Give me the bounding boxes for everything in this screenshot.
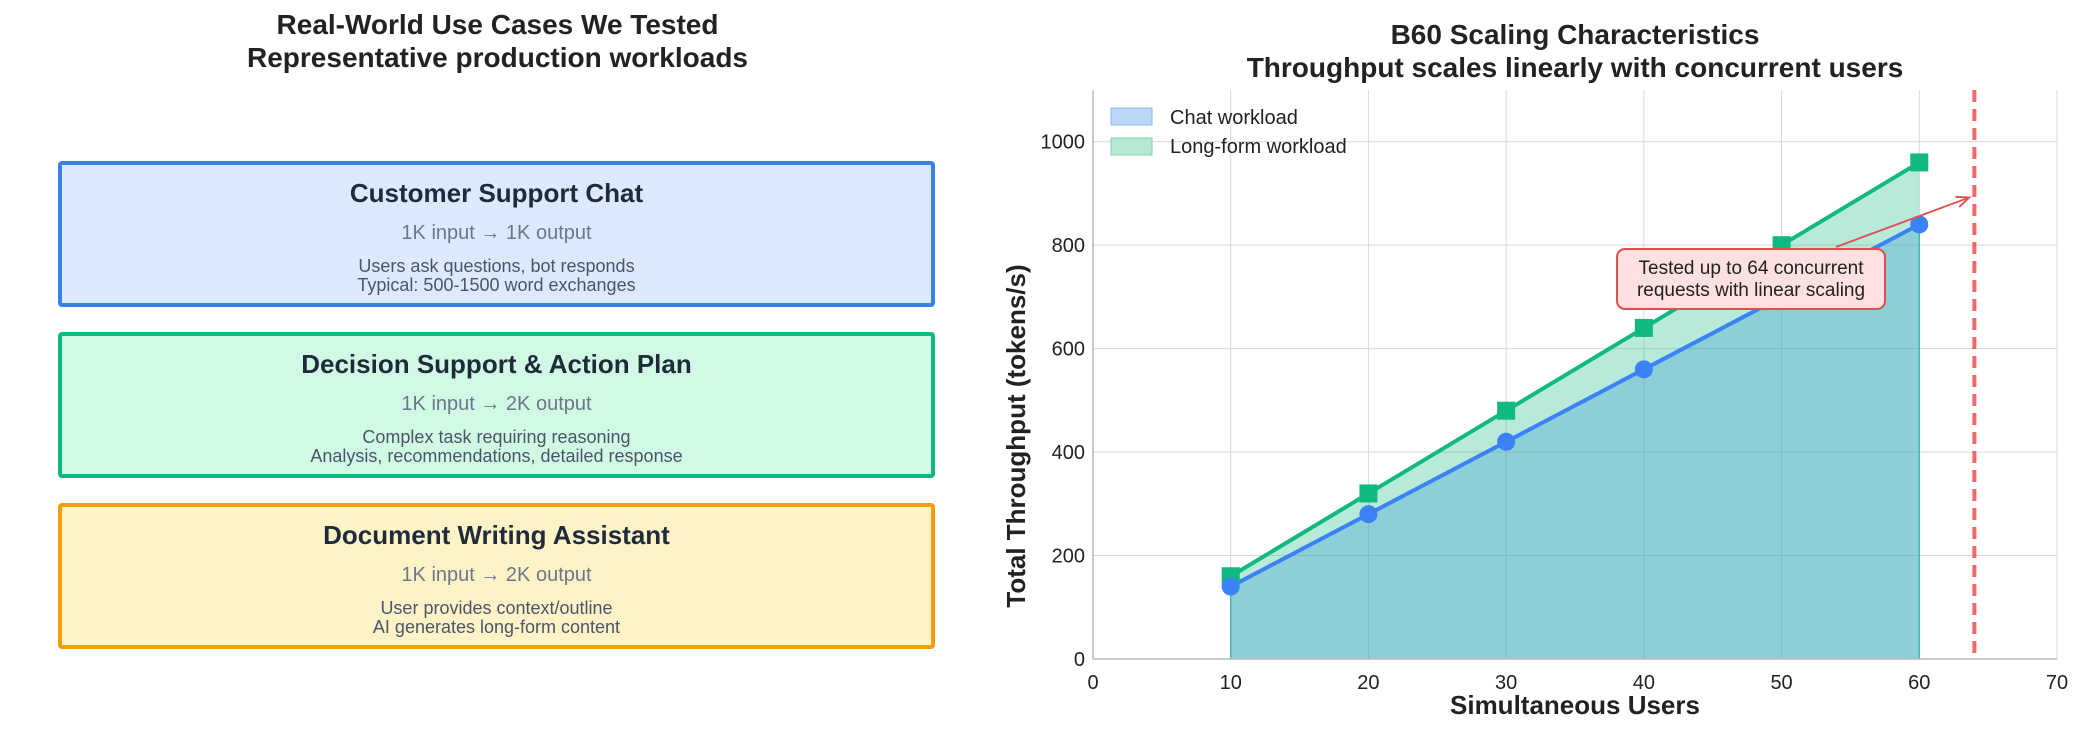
x-tick-label: 0 <box>1087 672 1098 694</box>
scaling-annotation: Tested up to 64 concurrent requests with… <box>1616 248 1886 310</box>
chart-subtitle: Throughput scales linearly with concurre… <box>1247 52 1904 83</box>
chart-title: B60 Scaling Characteristics <box>1391 19 1760 50</box>
x-tick-label: 20 <box>1357 672 1379 694</box>
marker-chat-workload <box>1634 360 1653 379</box>
y-tick-label: 400 <box>1052 442 1085 464</box>
card-description-line1: User provides context/outline <box>380 598 613 618</box>
card-description-line2: Typical: 500-1500 word exchanges <box>357 275 636 295</box>
card-title: Customer Support Chat <box>349 178 644 208</box>
use-cases-title-line1: Real-World Use Cases We Tested <box>276 9 719 40</box>
card-description-line2: Analysis, recommendations, detailed resp… <box>310 446 683 466</box>
card-description-line1: Users ask questions, bot responds <box>358 256 635 276</box>
marker-longform-workload <box>1359 484 1378 503</box>
y-axis-label: Total Throughput (tokens/s) <box>1001 264 1031 607</box>
use-case-card-decision-support: Decision Support & Action Plan 1K input … <box>58 332 935 478</box>
line-longform-workload <box>1229 160 1921 578</box>
legend-label-longform: Long-form workload <box>1170 136 1347 158</box>
marker-chat-workload <box>1497 432 1516 451</box>
card-io: 1K input → 2K output <box>401 393 592 415</box>
x-tick-label: 70 <box>2046 672 2068 694</box>
marker-chat-workload <box>1359 505 1378 524</box>
x-tick-label: 60 <box>1908 672 1930 694</box>
use-cases-title: Real-World Use Cases We Tested Represent… <box>60 8 935 74</box>
x-tick-label: 30 <box>1495 672 1517 694</box>
card-title: Decision Support & Action Plan <box>301 349 692 379</box>
marker-chat-workload <box>1910 215 1929 234</box>
x-tick-label: 10 <box>1220 672 1242 694</box>
area-chat-workload <box>1230 224 1920 659</box>
marker-longform-workload <box>1497 401 1516 420</box>
use-case-card-document-writing: Document Writing Assistant 1K input → 2K… <box>58 503 935 649</box>
chart-legend: Chat workload Long-form workload <box>1110 107 1347 158</box>
y-tick-label: 200 <box>1052 546 1085 568</box>
annotation-line1: Tested up to 64 concurrent <box>1638 258 1864 279</box>
card-description-line2: AI generates long-form content <box>372 617 621 637</box>
annotation-arrow <box>1835 196 1970 248</box>
card-description: Complex task requiring reasoning Analysi… <box>62 428 931 466</box>
card-title: Document Writing Assistant <box>323 520 670 550</box>
card-description: Users ask questions, bot responds Typica… <box>62 257 931 295</box>
marker-chat-workload <box>1221 577 1240 596</box>
y-tick-label: 0 <box>1074 649 1085 671</box>
use-cases-subtitle: Representative production workloads <box>247 42 748 73</box>
card-description-line1: Complex task requiring reasoning <box>362 427 631 447</box>
card-io: 1K input → 1K output <box>401 222 592 244</box>
marker-longform-workload <box>1910 153 1929 172</box>
x-tick-label: 40 <box>1633 672 1655 694</box>
y-tick-label: 800 <box>1052 235 1085 257</box>
legend-swatch-longform <box>1110 137 1153 156</box>
marker-longform-workload <box>1634 318 1653 337</box>
annotation-line2: requests with linear scaling <box>1636 280 1866 301</box>
x-tick-label: 50 <box>1770 672 1792 694</box>
card-io: 1K input → 2K output <box>401 564 592 586</box>
annotation-arrowhead <box>1955 195 1972 208</box>
use-case-card-customer-support: Customer Support Chat 1K input → 1K outp… <box>58 161 935 307</box>
legend-label-chat: Chat workload <box>1170 107 1298 129</box>
legend-swatch-chat <box>1110 107 1153 126</box>
y-tick-label: 1000 <box>1041 132 1086 154</box>
x-axis-label: Simultaneous Users <box>1450 690 1700 720</box>
card-description: User provides context/outline AI generat… <box>62 599 931 637</box>
y-tick-label: 600 <box>1052 339 1085 361</box>
